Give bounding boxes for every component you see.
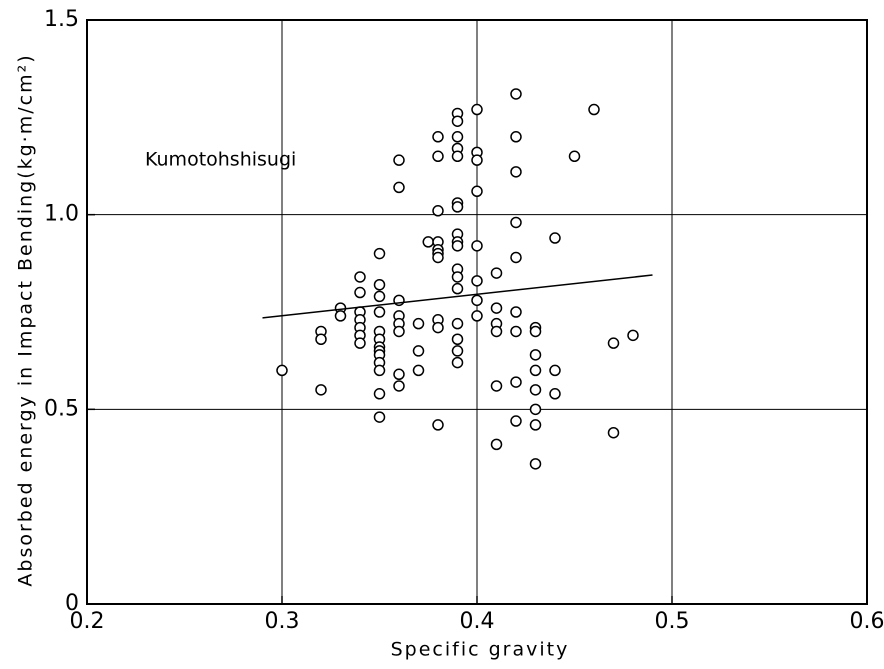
point bbox=[394, 326, 404, 336]
point bbox=[277, 365, 287, 375]
point bbox=[589, 105, 599, 115]
point bbox=[453, 202, 463, 212]
point bbox=[531, 404, 541, 414]
point bbox=[531, 459, 541, 469]
point bbox=[511, 377, 521, 387]
point bbox=[472, 186, 482, 196]
point bbox=[609, 338, 619, 348]
point bbox=[472, 241, 482, 251]
x-tick-label: 0.4 bbox=[460, 609, 495, 634]
point bbox=[531, 420, 541, 430]
point bbox=[453, 346, 463, 356]
point bbox=[375, 291, 385, 301]
point bbox=[414, 346, 424, 356]
point bbox=[433, 420, 443, 430]
point bbox=[472, 105, 482, 115]
point bbox=[453, 284, 463, 294]
point bbox=[550, 233, 560, 243]
point bbox=[414, 319, 424, 329]
point bbox=[492, 303, 502, 313]
point bbox=[433, 132, 443, 142]
point bbox=[453, 319, 463, 329]
point bbox=[394, 182, 404, 192]
point bbox=[433, 252, 443, 262]
point bbox=[531, 365, 541, 375]
y-tick-label: 0.5 bbox=[44, 396, 79, 421]
point bbox=[511, 89, 521, 99]
y-tick-label: 1.0 bbox=[44, 202, 79, 227]
point bbox=[472, 155, 482, 165]
point bbox=[531, 385, 541, 395]
point bbox=[433, 323, 443, 333]
point bbox=[433, 206, 443, 216]
point bbox=[316, 334, 326, 344]
point bbox=[453, 132, 463, 142]
point bbox=[375, 412, 385, 422]
point bbox=[511, 416, 521, 426]
point bbox=[375, 307, 385, 317]
point bbox=[550, 365, 560, 375]
point bbox=[511, 326, 521, 336]
point bbox=[375, 365, 385, 375]
point bbox=[355, 288, 365, 298]
point bbox=[453, 241, 463, 251]
point bbox=[336, 311, 346, 321]
x-tick-label: 0.5 bbox=[655, 609, 690, 634]
x-tick-label: 0.6 bbox=[850, 609, 884, 634]
x-axis-label: Specific gravity bbox=[391, 639, 570, 661]
point bbox=[453, 358, 463, 368]
point bbox=[531, 326, 541, 336]
point bbox=[492, 439, 502, 449]
point bbox=[453, 334, 463, 344]
point bbox=[472, 295, 482, 305]
point bbox=[511, 167, 521, 177]
point bbox=[394, 381, 404, 391]
point bbox=[453, 272, 463, 282]
point bbox=[375, 280, 385, 290]
point bbox=[511, 217, 521, 227]
point bbox=[531, 350, 541, 360]
point bbox=[423, 237, 433, 247]
point bbox=[492, 326, 502, 336]
point bbox=[394, 369, 404, 379]
point bbox=[628, 330, 638, 340]
point bbox=[570, 151, 580, 161]
annotation: Kumotohshisugi bbox=[145, 149, 296, 171]
point bbox=[511, 252, 521, 262]
point bbox=[414, 365, 424, 375]
point bbox=[355, 338, 365, 348]
y-axis-label: Absorbed energy in Impact Bending(kg·m/c… bbox=[15, 53, 37, 586]
point bbox=[472, 311, 482, 321]
point bbox=[609, 428, 619, 438]
point bbox=[453, 116, 463, 126]
point bbox=[550, 389, 560, 399]
point bbox=[511, 307, 521, 317]
point bbox=[375, 389, 385, 399]
point bbox=[433, 151, 443, 161]
point bbox=[511, 132, 521, 142]
point bbox=[472, 276, 482, 286]
point bbox=[453, 151, 463, 161]
point bbox=[316, 385, 326, 395]
y-tick-label: 0 bbox=[65, 591, 79, 616]
point bbox=[355, 272, 365, 282]
point bbox=[375, 249, 385, 259]
point bbox=[394, 155, 404, 165]
point bbox=[492, 381, 502, 391]
point bbox=[492, 268, 502, 278]
y-tick-label: 1.5 bbox=[44, 7, 79, 32]
x-tick-label: 0.3 bbox=[265, 609, 300, 634]
